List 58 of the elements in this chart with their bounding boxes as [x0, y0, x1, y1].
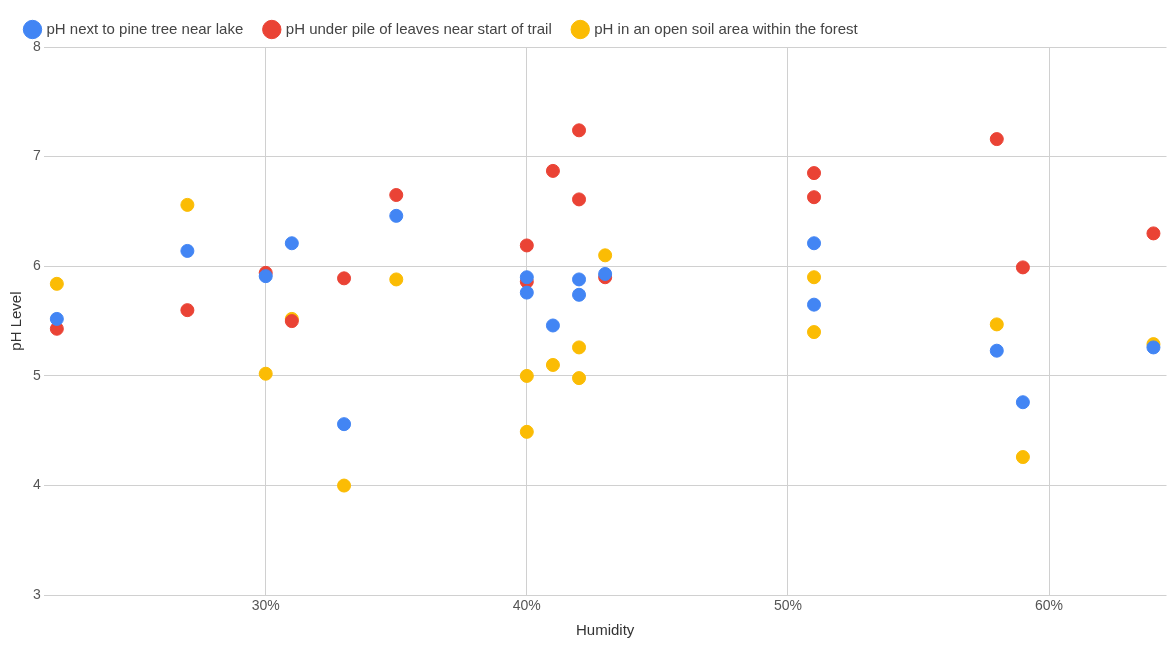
point	[519, 368, 534, 383]
y-tick-label: 6	[32, 257, 41, 274]
point	[337, 417, 352, 432]
point	[389, 208, 404, 223]
point	[545, 318, 560, 333]
point	[1015, 260, 1030, 275]
point	[572, 287, 587, 302]
point	[49, 311, 64, 326]
point	[572, 272, 587, 287]
point	[807, 166, 822, 181]
point	[545, 163, 560, 178]
point	[572, 371, 587, 386]
y-tick-label: 4	[32, 476, 41, 493]
point	[258, 366, 273, 381]
point	[180, 303, 195, 318]
point	[180, 243, 195, 258]
point	[258, 269, 273, 284]
point	[989, 343, 1004, 358]
legend-label: pH under pile of leaves near start of trail	[285, 19, 552, 37]
point	[989, 317, 1004, 332]
legend-label: pH in an open soil area within the forest	[594, 19, 859, 37]
point	[519, 424, 534, 439]
point	[519, 270, 534, 285]
point	[1146, 226, 1161, 241]
point	[572, 340, 587, 355]
point	[598, 248, 613, 263]
point	[519, 285, 534, 300]
y-tick-label: 8	[32, 37, 41, 54]
x-tick-label: 40%	[512, 597, 541, 614]
point	[389, 188, 404, 203]
x-axis-title: Humidity	[575, 621, 635, 639]
point	[519, 238, 534, 253]
y-tick-label: 5	[32, 366, 41, 383]
legend-label: pH next to pine tree near lake	[46, 19, 244, 37]
point	[180, 197, 195, 212]
point	[807, 190, 822, 205]
point	[337, 271, 352, 286]
y-axis-title: pH Level	[7, 291, 25, 351]
point	[598, 266, 613, 281]
point	[49, 276, 64, 291]
x-tick-label: 30%	[251, 597, 280, 614]
point	[807, 325, 822, 340]
point	[807, 236, 822, 251]
y-tick-label: 3	[32, 586, 41, 603]
y-tick-label: 7	[32, 147, 41, 164]
point	[389, 272, 404, 287]
point	[572, 123, 587, 138]
point	[807, 270, 822, 285]
point	[989, 132, 1004, 147]
point	[807, 297, 822, 312]
point	[284, 236, 299, 251]
point	[1015, 450, 1030, 465]
x-tick-label: 50%	[773, 597, 802, 614]
point	[337, 478, 352, 493]
point	[545, 357, 560, 372]
point	[1015, 395, 1030, 410]
point	[572, 192, 587, 207]
x-tick-label: 60%	[1034, 597, 1064, 614]
